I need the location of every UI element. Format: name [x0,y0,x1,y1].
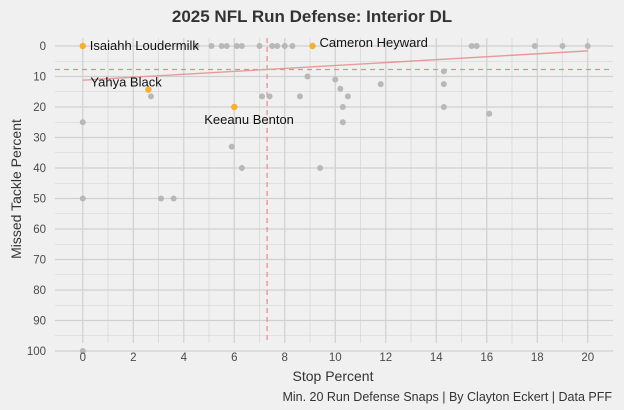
data-point [233,43,240,49]
data-point [274,43,281,49]
data-point [377,81,384,88]
highlighted-points: Isaiahh Loudermilk Cameron Heyward Yahya B… [79,35,428,127]
data-point [486,110,493,117]
data-point [344,93,351,100]
tick-labels: 0 2 4 6 8 10 12 14 16 18 20 0 10 20 30 40 50 60 70 80 90 100 [27,41,594,364]
y-tick-label: 30 [33,133,46,145]
data-point [193,43,200,49]
data-point [584,43,591,49]
data-point [79,119,86,126]
chart-caption: Min. 20 Run Defense Snaps | By Clayton E… [282,390,612,404]
x-tick-label: 20 [581,352,594,364]
data-point [440,68,447,75]
y-tick-label: 10 [33,72,46,84]
data-point [170,195,177,202]
data-point [317,165,324,171]
data-point [218,43,225,49]
trend-line [82,50,588,81]
chart-title: 2025 NFL Run Defense: Interior DL [172,7,452,26]
y-tick-label: 40 [33,163,46,175]
data-point [304,73,311,80]
data-point [339,119,346,126]
point-label: Cameron Heyward [320,35,428,50]
y-tick-label: 0 [40,41,46,53]
highlighted-point [309,42,316,50]
highlighted-point [79,42,86,50]
data-point [256,43,263,49]
data-point [531,43,538,49]
y-tick-label: 80 [33,285,46,297]
y-tick-label: 50 [33,194,46,206]
x-tick-label: 14 [430,352,443,364]
data-point [440,104,447,110]
y-tick-label: 20 [33,102,46,114]
point-label: Yahya Black [90,75,162,90]
data-point [266,93,273,100]
data-point [147,93,154,100]
grid [55,38,613,352]
data-point [228,143,235,150]
data-point [259,93,266,100]
data-points [79,43,591,354]
data-point [337,85,344,92]
point-label: Keeanu Benton [204,112,294,127]
x-tick-label: 4 [181,352,188,364]
data-point [79,195,86,202]
data-point [79,348,86,354]
data-point [238,165,245,171]
data-point [339,104,346,110]
data-point [296,93,303,100]
data-point [281,43,288,49]
x-tick-label: 12 [379,352,392,364]
highlighted-point [145,86,152,93]
data-point [238,43,245,49]
data-point [332,76,339,83]
data-point [473,43,480,49]
y-tick-label: 90 [33,316,46,328]
data-point [223,43,230,49]
x-tick-label: 0 [80,352,86,364]
data-point [289,43,296,49]
x-axis-title: Stop Percent [293,368,374,384]
x-tick-label: 6 [231,352,237,364]
x-tick-label: 16 [480,352,493,364]
y-tick-label: 70 [33,255,46,267]
x-tick-label: 2 [130,352,136,364]
y-axis-title: Missed Tackle Percent [8,119,24,259]
x-tick-label: 8 [282,352,288,364]
y-tick-label: 60 [33,224,46,236]
data-point [559,43,566,49]
reference-lines [55,38,613,343]
data-point [468,43,475,49]
data-point [269,43,276,49]
highlighted-point [231,103,238,111]
point-label: Isaiahh Loudermilk [90,38,200,53]
data-point [440,81,447,88]
data-point [208,43,215,49]
x-tick-label: 18 [531,352,544,364]
x-tick-label: 10 [329,352,342,364]
data-point [158,195,165,202]
y-tick-label: 100 [27,346,46,358]
